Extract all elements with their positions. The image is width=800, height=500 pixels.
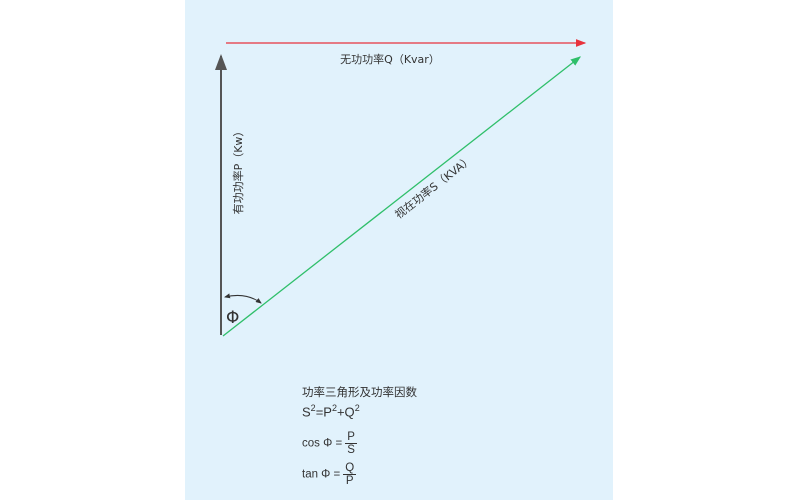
apparent-power-label: 视在功率S（KVA） (392, 152, 475, 221)
active-power-label: 有功功率P（Kw） (231, 126, 245, 215)
angle-arc (224, 293, 262, 304)
formula-tan: tan Φ = Q P (302, 462, 357, 487)
formula-title: 功率三角形及功率因数 (302, 387, 417, 399)
reactive-power-label: 无功功率Q（Kvar） (340, 52, 440, 66)
apparent-power-arrow (222, 56, 582, 337)
diagram-background (185, 0, 613, 500)
formula-pythagoras: S2=P2+Q2 (302, 403, 360, 420)
formula-cos: cos Φ = P S (302, 431, 357, 456)
angle-phi-symbol: Φ (226, 308, 239, 328)
